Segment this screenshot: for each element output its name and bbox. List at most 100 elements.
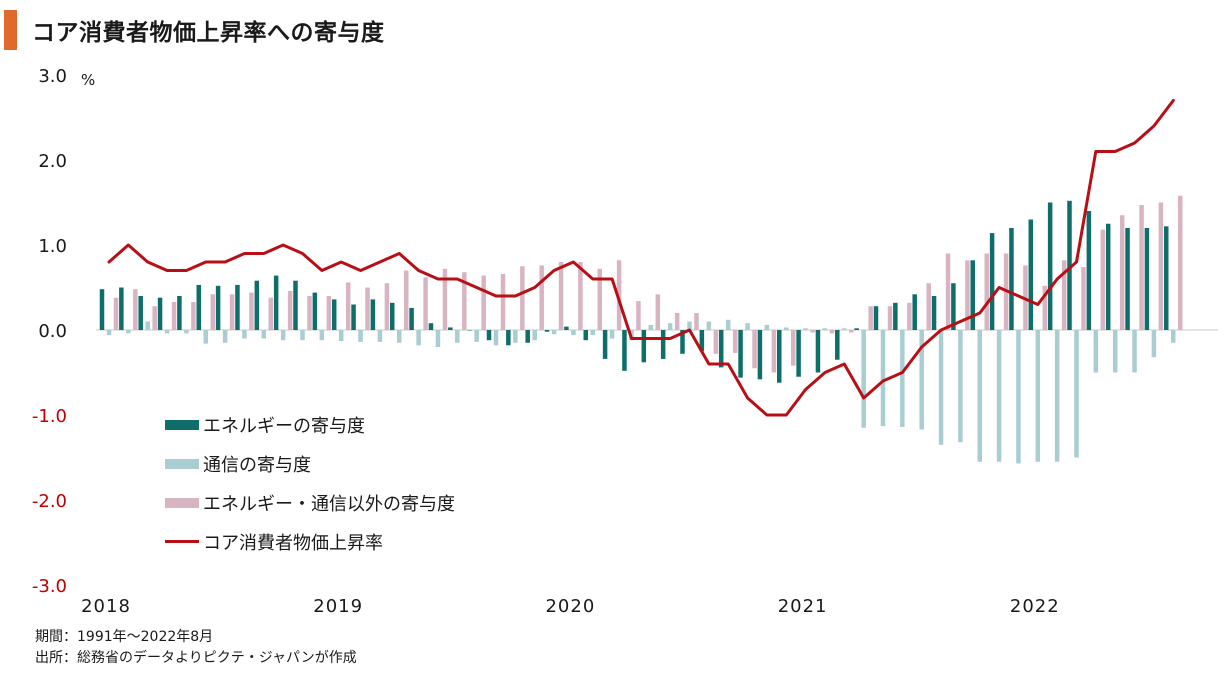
bar-energy (467, 330, 472, 331)
note-period: 期間：1991年～2022年8月 (35, 629, 214, 645)
bar-telecom (1035, 330, 1041, 462)
bar-energy (699, 330, 705, 352)
bar-energy (157, 297, 163, 330)
bar-energy (660, 330, 666, 359)
bar-energy (1047, 202, 1053, 330)
bar-other (694, 313, 699, 330)
bar-energy (544, 330, 550, 332)
y-tick-label: 1.0 (38, 236, 67, 257)
x-tick-label: 2022 (1010, 596, 1060, 617)
bar-other (829, 330, 835, 334)
bar-telecom (242, 330, 247, 339)
bar-telecom (435, 330, 441, 347)
bar-telecom (184, 330, 189, 334)
bar-other (810, 330, 815, 333)
bar-telecom (977, 330, 982, 462)
bar-telecom (126, 330, 131, 334)
bar-other (287, 290, 293, 330)
chart-title: コア消費者物価上昇率への寄与度 (32, 20, 385, 46)
y-unit-label: % (81, 71, 95, 89)
y-tick-label: 0.0 (38, 321, 67, 342)
core-cpi-line (107, 99, 1175, 417)
legend-label-other: エネルギー・通信以外の寄与度 (203, 493, 455, 515)
bar-energy (1144, 228, 1150, 330)
bar-energy (583, 330, 588, 341)
bar-energy (254, 280, 260, 330)
bar-energy (680, 330, 685, 354)
note-source: 出所：総務省のデータよりピクテ・ジャパンが作成 (35, 650, 357, 666)
bar-other (1158, 202, 1164, 330)
bar-other (1061, 260, 1067, 330)
legend-swatch-core (165, 540, 199, 543)
bar-energy (854, 328, 859, 330)
bar-energy (931, 296, 937, 330)
footnotes: 期間：1991年～2022年8月 出所：総務省のデータよりピクテ・ジャパンが作成 (35, 627, 357, 669)
bar-other (907, 302, 912, 330)
bar-other (984, 253, 989, 330)
bar-energy (738, 330, 743, 378)
bar-energy (815, 330, 821, 373)
bar-other (249, 292, 254, 330)
bar-telecom (571, 330, 576, 336)
bar-other (113, 297, 119, 330)
bar-other (616, 260, 622, 330)
bar-other (1119, 215, 1125, 330)
bar-energy (873, 306, 879, 330)
bar-telecom (300, 330, 305, 341)
bar-telecom (1151, 330, 1157, 358)
legend-label-energy: エネルギーの寄与度 (203, 415, 365, 437)
bar-other (1139, 205, 1144, 330)
bar-telecom (1112, 330, 1118, 373)
bar-telecom (609, 330, 615, 339)
bar-telecom (687, 321, 692, 330)
bar-other (752, 330, 757, 369)
bar-other (520, 266, 525, 330)
bar-energy (912, 294, 917, 330)
legend-swatch-energy (165, 419, 199, 430)
bar-energy (177, 296, 182, 330)
bar-other (539, 265, 544, 330)
bar-other (404, 270, 409, 330)
bar-telecom (222, 330, 228, 343)
y-tick-label: -2.0 (32, 491, 67, 512)
bar-energy (370, 299, 376, 330)
bar-telecom (725, 319, 731, 330)
bar-other (558, 262, 564, 330)
bar-telecom (416, 330, 421, 346)
bar-other (791, 330, 796, 366)
bar-energy (448, 327, 453, 330)
bar-telecom (706, 321, 712, 330)
bar-other (152, 306, 157, 330)
bar-energy (1028, 219, 1034, 330)
bar-telecom (784, 327, 789, 330)
legend-item-telecom: 通信の寄与度 (165, 444, 455, 483)
bar-telecom (919, 330, 924, 430)
bar-other (326, 296, 332, 330)
bar-telecom (338, 330, 344, 342)
bar-telecom (358, 330, 363, 342)
bar-energy (1105, 223, 1111, 330)
bar-energy (119, 287, 124, 330)
bar-other (442, 268, 448, 330)
bar-telecom (164, 330, 170, 334)
bar-other (268, 297, 274, 330)
legend: エネルギーの寄与度 通信の寄与度 エネルギー・通信以外の寄与度 コア消費者物価上… (165, 405, 455, 561)
bar-telecom (377, 330, 383, 342)
bar-energy (989, 233, 995, 330)
x-tick-label: 2020 (545, 596, 595, 617)
bar-telecom (958, 330, 963, 443)
bar-other (500, 273, 506, 330)
bar-telecom (861, 330, 866, 428)
bar-energy (196, 284, 201, 330)
bar-other (713, 330, 719, 354)
bar-telecom (145, 321, 150, 330)
bar-other (307, 296, 312, 330)
bar-energy (718, 330, 724, 368)
bar-telecom (842, 328, 847, 330)
bar-other (771, 330, 777, 373)
legend-swatch-other (165, 497, 199, 508)
legend-label-core: コア消費者物価上昇率 (203, 532, 383, 554)
bar-energy (525, 330, 530, 343)
bar-telecom (532, 330, 537, 341)
y-tick-label: 2.0 (38, 151, 67, 172)
